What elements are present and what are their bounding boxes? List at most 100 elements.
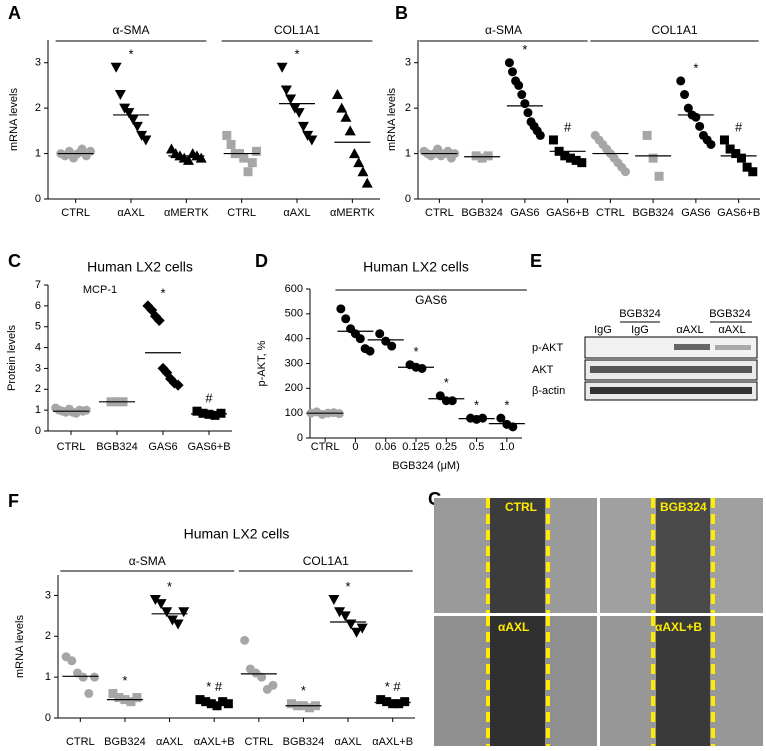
dot [382,697,392,707]
dot [195,695,205,705]
dot [339,611,351,622]
dot [719,135,729,145]
dot [226,139,236,149]
y-tick-label: 2 [35,102,41,114]
dot [375,329,385,339]
x-tick-label: 0.5 [469,441,484,453]
dot [110,62,122,73]
dot [195,152,207,163]
x-tick-label: BGB324 [283,736,325,748]
dot [508,67,518,77]
dot [172,379,184,391]
x-tick-label: 0.25 [436,441,457,453]
dot [114,90,126,101]
micrograph: αAXL [434,616,597,746]
dot [166,615,178,626]
dot [161,607,173,618]
annotation: * [346,579,351,594]
dot [247,158,257,168]
y-tick-label: 2 [35,383,41,395]
dot [731,149,741,159]
dot [239,153,249,163]
annotation: * [294,47,299,62]
x-tick-label: CTRL [227,207,256,219]
x-tick-label: 0.06 [375,441,396,453]
x-tick-label: αAXL [117,207,144,219]
y-axis-label: Protein levels [6,324,18,391]
dot [523,108,533,118]
annotation: * [444,375,449,390]
dot [210,410,220,420]
dot [201,697,211,707]
blot-strip [584,336,758,359]
dot [648,153,658,163]
dot [240,635,250,645]
dot [280,85,292,96]
dot [81,405,91,415]
bracket-label: α-SMA [129,554,166,568]
dot [212,701,222,711]
x-tick-label: 0.125 [402,441,430,453]
x-axis-label: BGB324 (μM) [392,460,459,472]
lane-label: IgG [594,324,612,336]
x-tick-label: αAXL+B [194,736,235,748]
dot [344,125,356,136]
x-tick-label: αAXL+B [372,736,413,748]
y-tick-label: 600 [285,283,303,295]
wound-gap [656,616,710,746]
annotation: # [205,391,213,406]
dot [114,693,124,703]
annotation: * # [385,679,402,694]
treatment-label: BGB324 [709,308,751,320]
dot [336,304,346,314]
dot [357,166,369,177]
dot [400,697,410,707]
dot [548,135,558,145]
chart-title: Human LX2 cells [184,526,290,542]
dot [565,153,575,163]
y-tick-label: 400 [285,333,303,345]
image-label: αAXL [498,620,529,634]
x-tick-label: αMERTK [330,207,375,219]
x-tick-label: GAS6+B [717,207,760,219]
annotation: * [522,42,527,57]
band [715,345,751,350]
dot [483,151,493,161]
dot [77,144,87,154]
dot [742,162,752,172]
wound-gap [490,616,545,746]
y-axis-label: p-AKT, % [256,340,268,386]
dot [126,697,136,707]
x-tick-label: 0 [352,441,358,453]
wound-gap [656,498,710,613]
y-tick-label: 0 [45,712,51,724]
x-tick-label: GAS6+B [187,441,230,453]
dot [206,699,216,709]
annotation: * [413,344,418,359]
dot [140,135,152,146]
y-axis-label: mRNA levels [386,88,398,151]
y-tick-label: 3 [35,57,41,69]
dot [381,336,391,346]
annotation: * # [206,679,223,694]
dot [286,699,296,709]
dot [748,167,758,177]
dot [222,130,232,140]
annotation: * [301,683,306,698]
panel-letter: D [255,251,268,271]
band [590,366,752,373]
image-label: BGB324 [660,500,707,514]
dot [306,135,318,146]
micrograph: αAXL+B [600,616,763,746]
dot [577,158,587,168]
dot [676,76,686,86]
x-tick-label: GAS6 [148,441,177,453]
dot [447,396,457,406]
blot-panel: E BGB324 BGB324 IgG IgG αAXL αAXL p-AKT … [530,251,758,401]
y-tick-label: 1 [45,671,51,683]
dot [153,314,165,326]
row-label: β-actin [532,385,565,397]
dot [376,695,386,705]
